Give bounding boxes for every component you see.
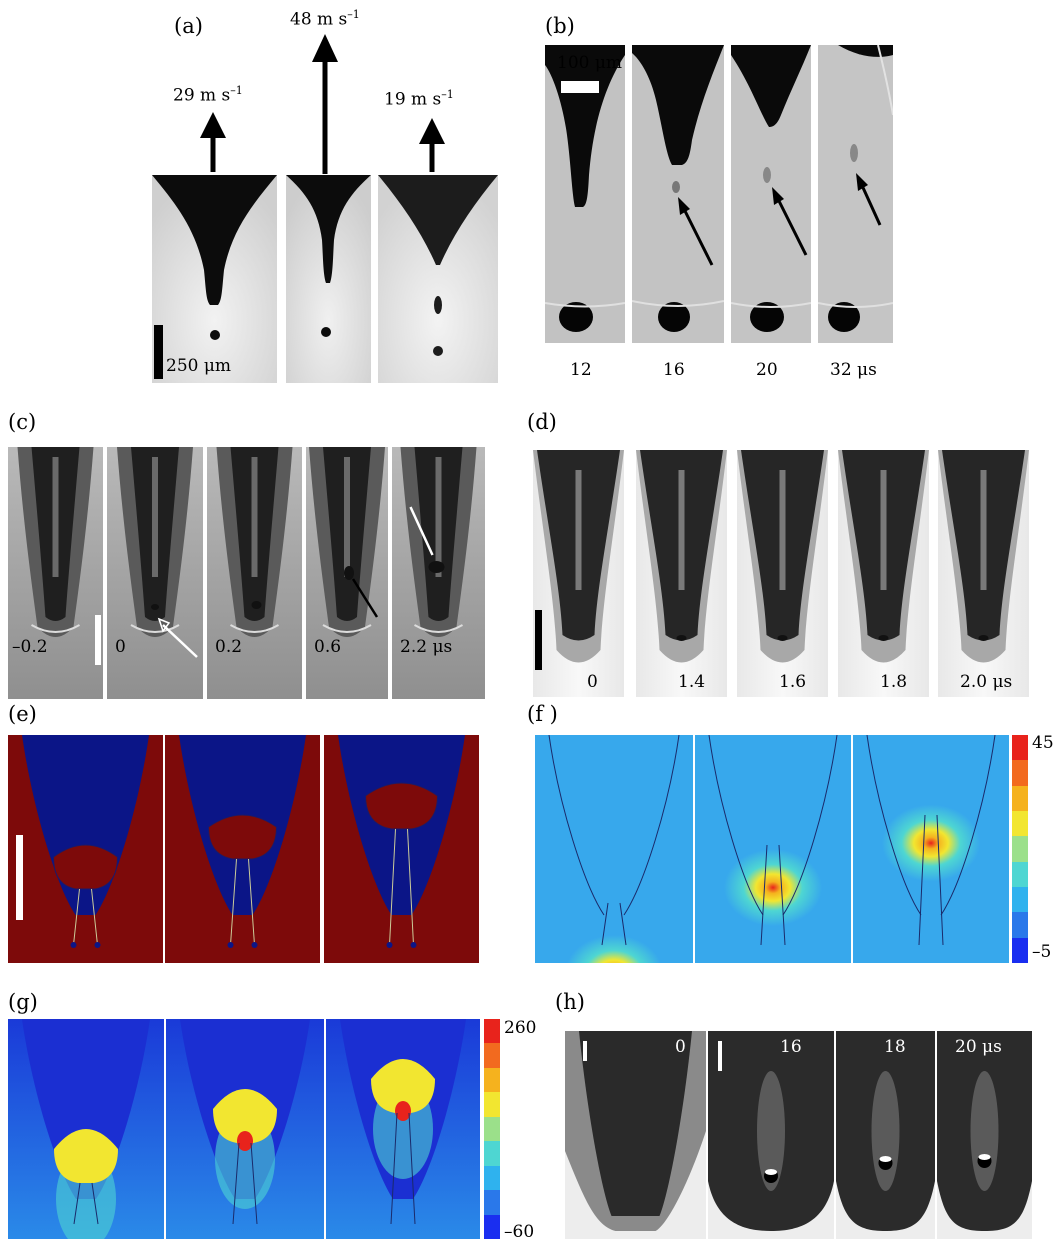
colorbar-segment [484, 1067, 500, 1093]
panel-e-frame-3 [324, 735, 479, 963]
panel-h-time-4: 20 μs [955, 1037, 1002, 1057]
panel-a-frame-2 [286, 175, 371, 383]
panel-g-frame-3 [326, 1019, 480, 1239]
panel-d-frame-2 [636, 450, 727, 697]
velocity-label-3: 19 m s–1 [384, 88, 454, 110]
panel-b-time-4: 32 μs [830, 360, 877, 380]
panel-b-frame-4 [818, 45, 893, 343]
panel-a-scale-label: 250 μm [166, 356, 232, 376]
panel-d-time-5: 2.0 μs [960, 672, 1013, 692]
colorbar-segment [1012, 760, 1028, 786]
velocity-label-2: 48 m s–1 [290, 8, 360, 30]
panel-c-time-1: –0.2 [12, 637, 48, 657]
velocity-label-1: 29 m s–1 [173, 84, 243, 106]
colorbar-segment [484, 1165, 500, 1191]
panel-c-frame-2 [107, 447, 203, 699]
panel-e-frame-2 [165, 735, 320, 963]
panel-d-label: (d) [527, 410, 557, 434]
panel-c-frame-4 [306, 447, 388, 699]
panel-b-scale-label: 100 μm [557, 53, 623, 73]
panel-h-time-3: 18 [884, 1037, 906, 1057]
panel-h-frame-4 [937, 1031, 1032, 1239]
panel-b-frame-2 [632, 45, 724, 343]
panel-d-time-4: 1.8 [880, 672, 908, 692]
panel-d-frame-5 [938, 450, 1029, 697]
panel-f-frame-3 [853, 735, 1009, 963]
panel-f-colorbar [1012, 735, 1028, 963]
colorbar-segment [484, 1214, 500, 1239]
panel-h-frame-3 [836, 1031, 935, 1239]
panel-d-frame-4 [838, 450, 929, 697]
panel-c-frame-1 [8, 447, 103, 699]
colorbar-segment [1012, 886, 1028, 913]
colorbar-segment [484, 1019, 500, 1044]
panel-h-frame-2 [708, 1031, 834, 1239]
panel-f-colorbar-min: –5 [1032, 942, 1052, 962]
panel-c-time-2: 0 [115, 637, 126, 657]
panel-h-frame-1 [565, 1031, 706, 1239]
panel-f-colorbar-max: 45 [1032, 733, 1054, 753]
panel-g-label: (g) [8, 990, 38, 1014]
panel-c-frame-5 [392, 447, 485, 699]
panel-a-label: (a) [174, 14, 203, 38]
colorbar-segment [1012, 836, 1028, 862]
colorbar-segment [484, 1190, 500, 1215]
panel-h-time-1: 0 [675, 1037, 686, 1057]
panel-h-label: (h) [555, 990, 585, 1014]
panel-c-time-5: 2.2 μs [400, 637, 453, 657]
colorbar-segment [1012, 810, 1028, 837]
panel-g-colorbar-max: 260 [504, 1018, 537, 1038]
colorbar-segment [484, 1043, 500, 1068]
colorbar-segment [484, 1092, 500, 1117]
colorbar-segment [1012, 912, 1028, 938]
panel-e-frame-1 [8, 735, 163, 963]
panel-b-time-1: 12 [570, 360, 592, 380]
panel-g-frame-2 [166, 1019, 324, 1239]
panel-b-frame-3 [731, 45, 811, 343]
panel-d-time-2: 1.4 [678, 672, 706, 692]
colorbar-segment [1012, 785, 1028, 811]
panel-f-frame-1 [535, 735, 693, 963]
panel-c-label: (c) [8, 410, 37, 434]
panel-d-frame-1 [533, 450, 624, 697]
velocity-arrow-2 [312, 34, 338, 174]
panel-c-time-4: 0.6 [314, 637, 342, 657]
velocity-arrow-3 [419, 118, 445, 172]
panel-c-time-3: 0.2 [215, 637, 243, 657]
panel-d-frame-3 [737, 450, 828, 697]
colorbar-segment [1012, 861, 1028, 887]
colorbar-segment [1012, 735, 1028, 761]
panel-c-frame-3 [207, 447, 302, 699]
panel-g-frame-1 [8, 1019, 164, 1239]
colorbar-segment [484, 1116, 500, 1142]
panel-b-frame-1 [545, 45, 625, 343]
panel-g-colorbar [484, 1019, 500, 1239]
velocity-arrow-1 [200, 112, 226, 172]
panel-g-colorbar-min: –60 [504, 1222, 535, 1242]
panel-e-label: (e) [8, 702, 37, 726]
panel-f-label: (f ) [527, 702, 558, 726]
panel-b-time-2: 16 [663, 360, 685, 380]
panel-a-frame-3 [378, 175, 498, 383]
panel-b-time-3: 20 [756, 360, 778, 380]
panel-d-time-3: 1.6 [779, 672, 807, 692]
colorbar-segment [484, 1141, 500, 1166]
panel-a-frame-1 [152, 175, 277, 383]
panel-f-frame-2 [695, 735, 851, 963]
panel-b-label: (b) [545, 14, 575, 38]
panel-d-time-1: 0 [587, 672, 598, 692]
colorbar-segment [1012, 937, 1028, 963]
panel-h-time-2: 16 [780, 1037, 802, 1057]
